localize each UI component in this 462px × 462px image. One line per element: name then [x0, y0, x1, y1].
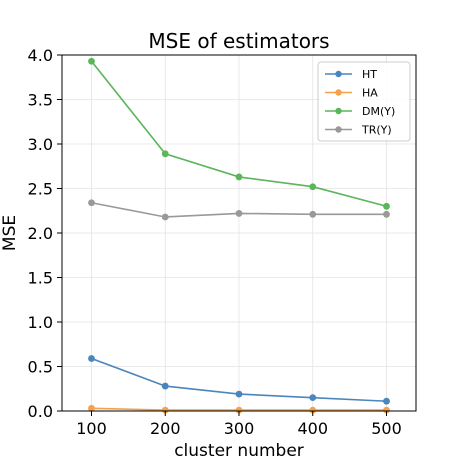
legend: HT HA DM(Y) TR(Y) — [317, 61, 411, 142]
data-point — [235, 390, 243, 398]
grid — [62, 54, 416, 412]
y-tick-label: 2.5 — [28, 180, 53, 199]
x-tick-label: 400 — [297, 419, 328, 438]
data-point — [88, 57, 95, 65]
data-point — [383, 397, 390, 405]
data-point — [88, 199, 95, 207]
data-point — [383, 210, 390, 218]
legend-swatch-marker — [335, 70, 342, 78]
data-point — [383, 202, 390, 210]
data-point — [309, 210, 317, 218]
ticks: 0.0 0.5 1.0 1.5 2.0 2.5 3.0 3.5 4.0 100 200 300 400 5… — [28, 46, 402, 438]
legend-swatch-marker — [335, 107, 342, 115]
y-tick-label: 3.0 — [28, 135, 53, 154]
legend-label: HT — [362, 68, 377, 81]
legend-label: DM(Y) — [362, 105, 395, 118]
x-tick-label: 300 — [224, 419, 255, 438]
data-point — [161, 150, 169, 158]
data-point — [309, 394, 317, 402]
y-tick-label: 0.0 — [28, 402, 53, 421]
y-tick-label: 1.5 — [28, 269, 53, 288]
data-point — [88, 404, 95, 412]
y-tick-label: 2.0 — [28, 224, 53, 243]
y-axis-label: MSE — [0, 215, 20, 251]
legend-swatch-marker — [335, 89, 342, 96]
x-tick-label: 100 — [76, 419, 107, 438]
data-point — [161, 213, 169, 221]
y-tick-label: 0.5 — [28, 358, 53, 377]
data-point — [383, 406, 390, 414]
legend-label: HA — [362, 87, 378, 100]
data-point — [309, 183, 317, 191]
data-point — [161, 382, 169, 390]
series-layer — [88, 57, 390, 414]
data-point — [161, 406, 169, 414]
x-tick-label: 200 — [150, 419, 181, 438]
legend-label: TR(Y) — [361, 124, 392, 137]
chart-title: MSE of estimators — [148, 29, 329, 53]
legend-swatch-marker — [335, 126, 342, 133]
y-tick-label: 1.0 — [28, 313, 53, 332]
y-tick-label: 4.0 — [28, 46, 53, 65]
y-tick-label: 3.5 — [28, 91, 53, 110]
data-point — [309, 406, 317, 414]
data-point — [235, 173, 243, 181]
data-point — [235, 406, 243, 414]
data-point — [235, 210, 243, 217]
data-point — [88, 355, 95, 362]
x-tick-label: 500 — [371, 419, 402, 438]
legend-box — [317, 61, 411, 142]
x-axis-label: cluster number — [174, 441, 304, 461]
